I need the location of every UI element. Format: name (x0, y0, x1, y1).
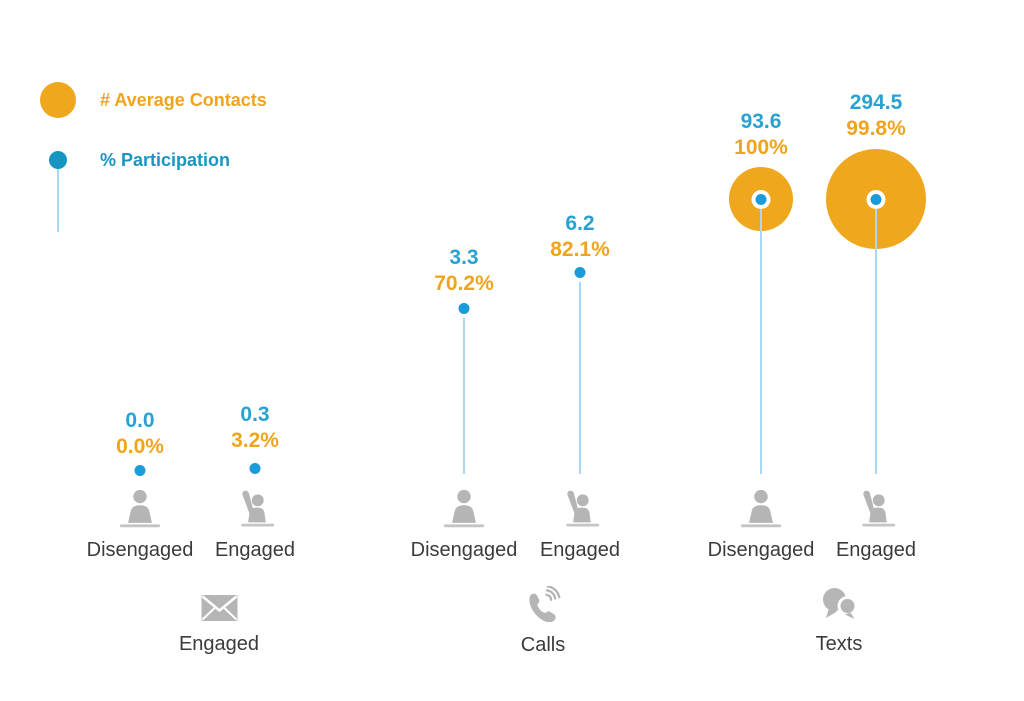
item-label: Engaged (214, 539, 296, 561)
data-point-emails-disengaged: 0.0 0.0% Disengaged (70, 0, 210, 701)
item-label: Disengaged (86, 539, 194, 561)
lollipop-stem (579, 272, 581, 474)
item-label: Engaged (835, 539, 917, 561)
legend-bubble-icon (40, 82, 76, 118)
participation-dot (866, 189, 886, 209)
lollipop-stem (875, 199, 877, 474)
participation-value: 0.0% (116, 435, 164, 458)
lollipop-stem (760, 199, 762, 474)
category-texts: Texts (769, 587, 909, 656)
avg-contacts-value: 6.2 (565, 212, 595, 235)
participation-value: 82.1% (550, 238, 610, 261)
category-label: Engaged (178, 633, 260, 655)
category-label: Texts (815, 633, 863, 655)
person-raising-hand-icon (241, 490, 275, 527)
person-raising-hand-icon (566, 490, 600, 527)
phone-icon (529, 586, 561, 622)
chat-icon (823, 588, 858, 619)
participation-value: 100% (734, 136, 788, 159)
participation-dot (751, 189, 771, 209)
category-calls: Calls (473, 586, 613, 657)
participation-value: 70.2% (434, 272, 494, 295)
avg-contacts-value: 0.0 (125, 409, 155, 432)
legend-avg-contacts-label: # Average Contacts (100, 90, 267, 110)
item-label: Disengaged (410, 539, 518, 561)
legend-participation-label: % Participation (100, 150, 231, 170)
person-at-desk-icon (740, 489, 782, 528)
participation-dot (570, 262, 590, 282)
legend-stem (57, 160, 59, 232)
participation-dot (130, 460, 150, 480)
participation-dot (245, 458, 265, 478)
participation-value: 3.2% (231, 429, 279, 452)
avg-contacts-value: 294.5 (849, 91, 903, 114)
lollipop-stem (463, 308, 465, 474)
data-point-calls-disengaged: 3.3 70.2% Disengaged (394, 0, 534, 701)
category-label: Calls (520, 634, 566, 656)
category-emails: Engaged (149, 595, 289, 656)
data-point-texts-disengaged: 93.6 100% Disengaged (691, 0, 831, 701)
avg-contacts-value: 3.3 (449, 246, 479, 269)
item-label: Disengaged (707, 539, 815, 561)
envelope-icon (201, 595, 237, 621)
data-point-emails-engaged: 0.3 3.2% Engaged (185, 0, 325, 701)
person-at-desk-icon (443, 489, 485, 528)
avg-contacts-value: 93.6 (740, 110, 782, 133)
data-point-calls-engaged: 6.2 82.1% Engaged (510, 0, 650, 701)
participation-value: 99.8% (846, 117, 906, 140)
legend-dot-icon (49, 151, 67, 169)
participation-dot (454, 298, 474, 318)
item-label: Engaged (539, 539, 621, 561)
person-raising-hand-icon (862, 490, 896, 527)
data-point-texts-engaged: 294.5 99.8% Engaged (806, 0, 946, 701)
person-at-desk-icon (119, 489, 161, 528)
avg-contacts-value: 0.3 (240, 403, 270, 426)
